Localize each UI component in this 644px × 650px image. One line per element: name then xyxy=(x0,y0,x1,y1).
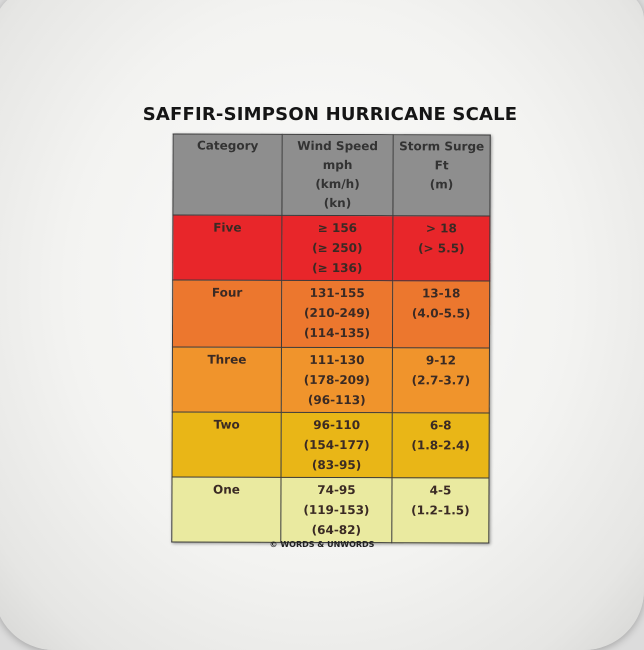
wind-speed-cell-line: (119-153) xyxy=(303,502,370,518)
storm-surge-cell: 13-18 (4.0-5.5) xyxy=(392,280,490,349)
header-line: (kn) xyxy=(323,195,352,211)
storm-surge-cell-line: 6-8 xyxy=(429,418,452,433)
table-row: Two 96-110 (154-177) (83-95) 6-8 (1.8-2.4) xyxy=(172,411,490,479)
wind-speed-cell: ≥ 156 (≥ 250) (≥ 136) xyxy=(281,215,393,281)
wind-speed-cell: 96-110 (154-177) (83-95) xyxy=(281,412,393,478)
category-cell: One xyxy=(171,476,282,543)
table-row: Three 111-130 (178-209) (96-113) 9-12 (2.7-3.… xyxy=(172,346,490,414)
wind-speed-cell-line: 111-130 xyxy=(309,352,365,368)
header-line: Wind Speed xyxy=(297,138,379,154)
header-row: Category Wind Speed mph (km/h) (kn) Stor… xyxy=(172,133,491,217)
header-line: Ft xyxy=(434,158,449,173)
header-line: (m) xyxy=(429,177,454,192)
wind-speed-cell-line: 131-155 xyxy=(309,285,365,301)
header-wind-speed: Wind Speed mph (km/h) (kn) xyxy=(281,134,394,216)
header-line: Storm Surge xyxy=(399,139,485,154)
storm-surge-cell: 6-8 (1.8-2.4) xyxy=(392,412,490,479)
table-row: Four 131-155 (210-249) (114-135) 13-18 (4.0-5… xyxy=(172,279,490,349)
category-cell: Three xyxy=(172,346,282,413)
wind-speed-cell-line: (≥ 136) xyxy=(312,260,363,276)
header-line: mph xyxy=(322,157,353,173)
wind-speed-cell-line: ≥ 156 xyxy=(317,220,358,236)
storm-surge-cell-line: (4.0-5.5) xyxy=(411,306,471,321)
category-cell-line: Two xyxy=(213,417,240,432)
header-line: Category xyxy=(196,138,259,153)
wind-speed-cell-line: (≥ 250) xyxy=(312,240,363,256)
storm-surge-cell-line: (1.8-2.4) xyxy=(411,438,470,453)
header-storm-surge: Storm Surge Ft (m) xyxy=(392,134,491,217)
wind-speed-cell-line: (83-95) xyxy=(311,457,362,473)
storm-surge-cell-line: (1.2-1.5) xyxy=(411,503,470,518)
chart-title: SAFFIR-SIMPSON HURRICANE SCALE xyxy=(142,104,518,125)
storm-surge-cell: 9-12 (2.7-3.7) xyxy=(392,347,490,414)
storm-surge-cell-line: 9-12 xyxy=(425,353,456,368)
category-cell-line: One xyxy=(212,482,240,497)
storm-surge-cell-line: 13-18 xyxy=(421,286,461,301)
copyright: © WORDS & UNWORDS xyxy=(269,540,375,549)
header-line: (km/h) xyxy=(315,176,360,192)
storm-surge-cell-line: > 18 xyxy=(425,221,457,236)
table-row: Five ≥ 156 (≥ 250) (≥ 136) > 18 (> 5.5) xyxy=(172,214,490,282)
wind-speed-cell-line: (210-249) xyxy=(304,305,371,321)
category-cell: Two xyxy=(172,411,282,478)
wind-speed-cell: 111-130 (178-209) (96-113) xyxy=(281,347,393,413)
wind-speed-cell-line: 74-95 xyxy=(317,482,356,498)
storm-surge-cell-line: (2.7-3.7) xyxy=(411,373,471,388)
wind-speed-cell-line: 96-110 xyxy=(313,417,361,433)
wind-speed-cell: 74-95 (119-153) (64-82) xyxy=(280,477,393,543)
category-cell: Five xyxy=(172,214,282,281)
hurricane-scale-table: Category Wind Speed mph (km/h) (kn) Stor… xyxy=(171,133,491,544)
category-cell-line: Four xyxy=(211,285,243,300)
storm-surge-cell: > 18 (> 5.5) xyxy=(392,215,490,282)
header-category: Category xyxy=(172,133,283,216)
category-cell-line: Five xyxy=(213,220,242,235)
storm-surge-cell: 4-5 (1.2-1.5) xyxy=(391,477,490,544)
storm-surge-cell-line: 4-5 xyxy=(429,483,452,498)
storm-surge-cell-line: (> 5.5) xyxy=(418,241,465,256)
category-cell: Four xyxy=(172,279,282,348)
category-cell-line: Three xyxy=(207,352,247,367)
wind-speed-cell: 131-155 (210-249) (114-135) xyxy=(281,280,393,348)
wind-speed-cell-line: (96-113) xyxy=(307,392,366,408)
table-row: One 74-95 (119-153) (64-82) 4-5 (1.2-1.5) xyxy=(171,476,490,544)
wind-speed-cell-line: (178-209) xyxy=(303,372,370,388)
wind-speed-cell-line: (114-135) xyxy=(303,325,371,341)
wind-speed-cell-line: (64-82) xyxy=(311,522,362,538)
wind-speed-cell-line: (154-177) xyxy=(303,437,370,453)
